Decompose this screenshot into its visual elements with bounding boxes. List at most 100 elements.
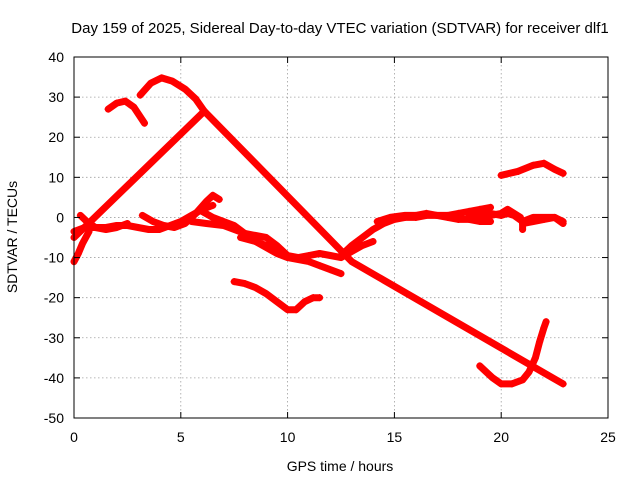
data-point bbox=[551, 213, 559, 221]
series-trace bbox=[237, 234, 281, 253]
x-tick-label: 5 bbox=[177, 429, 185, 445]
y-tick-label: -30 bbox=[44, 330, 64, 346]
plot-frame bbox=[73, 56, 609, 419]
data-point bbox=[422, 209, 430, 217]
data-point bbox=[326, 266, 334, 274]
data-point bbox=[262, 242, 270, 250]
data-point bbox=[487, 217, 495, 225]
data-point bbox=[497, 211, 505, 219]
data-point bbox=[454, 215, 462, 223]
data-point bbox=[369, 238, 377, 246]
x-tick-label: 25 bbox=[600, 429, 616, 445]
data-point bbox=[273, 298, 281, 306]
data-point bbox=[202, 197, 210, 205]
data-point bbox=[444, 213, 452, 221]
data-point bbox=[138, 211, 146, 219]
data-point bbox=[252, 284, 260, 292]
data-point bbox=[215, 195, 223, 203]
data-point bbox=[104, 105, 112, 113]
data-point bbox=[102, 225, 110, 233]
data-point bbox=[147, 79, 155, 87]
data-point bbox=[542, 318, 550, 326]
data-point bbox=[519, 219, 527, 227]
data-point bbox=[187, 217, 195, 225]
x-axis-label: GPS time / hours bbox=[287, 458, 394, 474]
data-point bbox=[241, 280, 249, 288]
y-tick-label: 0 bbox=[56, 209, 64, 225]
series-arc-10 bbox=[237, 234, 281, 254]
data-point bbox=[529, 217, 537, 225]
data-point bbox=[220, 217, 228, 225]
data-point bbox=[412, 211, 420, 219]
data-point bbox=[326, 252, 334, 260]
y-axis-label: SDTVAR / TECUs bbox=[4, 181, 20, 293]
data-point bbox=[294, 256, 302, 264]
data-point bbox=[305, 252, 313, 260]
data-point bbox=[76, 211, 84, 219]
data-point bbox=[113, 99, 121, 107]
data-point bbox=[487, 203, 495, 211]
data-point bbox=[510, 211, 518, 219]
data-point bbox=[160, 221, 168, 229]
y-tick-label: 10 bbox=[48, 169, 64, 185]
data-point bbox=[209, 191, 217, 199]
data-point bbox=[202, 219, 210, 227]
data-point bbox=[230, 221, 238, 229]
data-point bbox=[525, 368, 533, 376]
data-point bbox=[230, 278, 238, 286]
x-tick-label: 20 bbox=[493, 429, 509, 445]
x-tick-label: 0 bbox=[70, 429, 78, 445]
data-point bbox=[482, 368, 490, 376]
data-point bbox=[489, 374, 497, 382]
data-point bbox=[168, 77, 176, 85]
data-point bbox=[487, 209, 495, 217]
data-points bbox=[70, 74, 567, 388]
data-point bbox=[529, 161, 537, 169]
series-trace bbox=[70, 107, 567, 388]
y-tick-label: -20 bbox=[44, 290, 64, 306]
data-point bbox=[192, 209, 200, 217]
data-point bbox=[531, 354, 539, 362]
chart-title: Day 159 of 2025, Sidereal Day-to-day VTE… bbox=[71, 20, 608, 37]
data-point bbox=[170, 223, 178, 231]
data-point bbox=[91, 223, 99, 231]
data-point bbox=[476, 207, 484, 215]
x-tick-label: 15 bbox=[387, 429, 403, 445]
data-point bbox=[559, 219, 567, 227]
x-tick-label: 10 bbox=[280, 429, 296, 445]
data-point bbox=[292, 306, 300, 314]
data-point bbox=[209, 201, 217, 209]
data-point bbox=[497, 380, 505, 388]
data-point bbox=[237, 234, 245, 241]
data-point bbox=[551, 165, 559, 173]
data-point bbox=[386, 213, 394, 221]
data-point bbox=[181, 219, 189, 227]
data-point bbox=[369, 225, 377, 233]
data-point bbox=[559, 169, 567, 177]
series-arc-3 bbox=[497, 159, 567, 179]
y-tick-label: 40 bbox=[48, 49, 64, 65]
data-point bbox=[476, 213, 484, 221]
series-arc-7 bbox=[138, 191, 223, 231]
data-point bbox=[514, 167, 522, 175]
data-point bbox=[262, 234, 270, 241]
data-point bbox=[337, 270, 345, 278]
data-point bbox=[504, 209, 512, 217]
data-point bbox=[358, 234, 366, 241]
data-point bbox=[508, 380, 516, 388]
data-point bbox=[316, 262, 324, 270]
series-arc-16 bbox=[519, 213, 567, 227]
data-point bbox=[121, 97, 129, 105]
data-point bbox=[540, 324, 548, 332]
data-point bbox=[454, 209, 462, 217]
data-point bbox=[262, 290, 270, 298]
data-point bbox=[252, 238, 260, 246]
data-point bbox=[540, 215, 548, 223]
data-point bbox=[301, 298, 309, 306]
series-isolated bbox=[70, 107, 567, 388]
data-point bbox=[158, 74, 166, 82]
data-point bbox=[348, 242, 356, 250]
data-point bbox=[273, 246, 281, 254]
data-point bbox=[140, 119, 148, 127]
series-trace bbox=[230, 278, 324, 314]
